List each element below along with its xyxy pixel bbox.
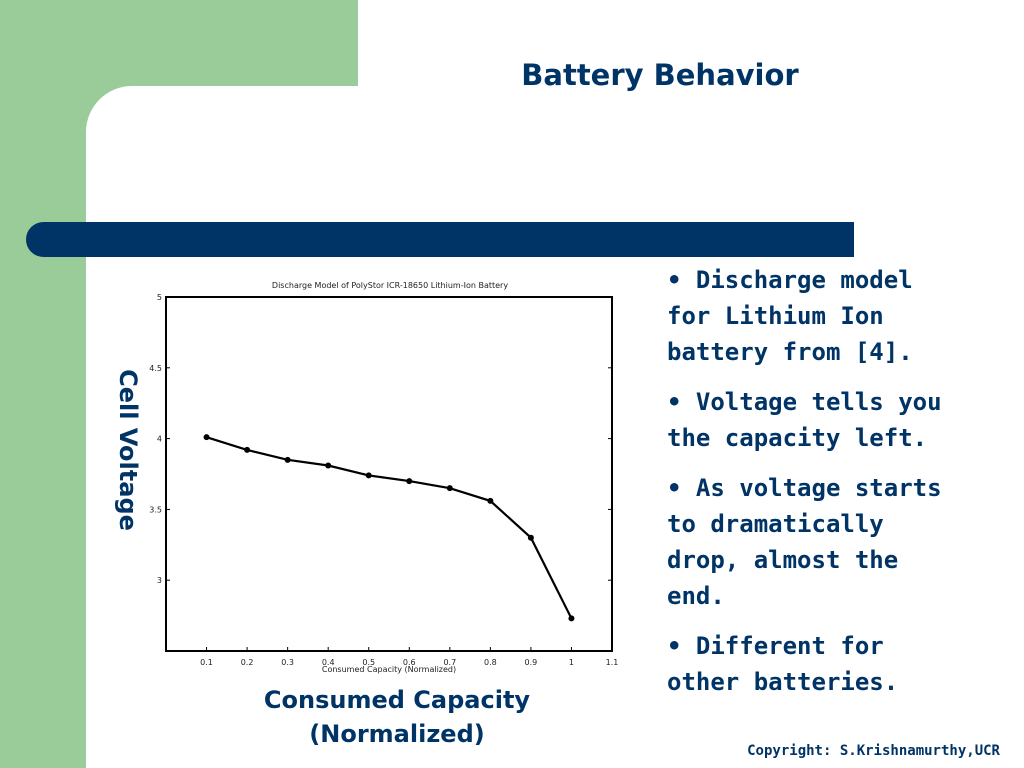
bullet-list: • Discharge model for Lithium Ion batter… xyxy=(667,262,967,714)
data-point xyxy=(244,446,251,453)
chart-x-axis-label: Consumed Capacity (Normalized) xyxy=(322,665,456,674)
x-tick-label: 0.4 xyxy=(322,658,335,667)
x-tick-label: 0.7 xyxy=(443,658,456,667)
y-axis-caption: Cell Voltage xyxy=(114,369,142,531)
x-tick-label: 1 xyxy=(569,658,574,667)
x-tick-label: 0.8 xyxy=(484,658,497,667)
bullet-item: • As voltage starts to dramatically drop… xyxy=(667,474,942,610)
y-tick-label: 4.5 xyxy=(149,364,162,373)
data-point xyxy=(203,434,210,441)
data-point xyxy=(568,615,575,622)
chart-title: Discharge Model of PolyStor ICR-18650 Li… xyxy=(272,281,508,290)
y-tick-label: 3 xyxy=(157,576,162,585)
x-tick-label: 0.2 xyxy=(241,658,254,667)
x-tick-label: 1.1 xyxy=(606,658,619,667)
data-point xyxy=(446,485,453,492)
y-tick-label: 4 xyxy=(157,435,162,444)
series-group xyxy=(203,434,575,622)
x-axis-caption-line1: Consumed Capacity xyxy=(263,686,531,714)
x-tick-label: 0.5 xyxy=(362,658,375,667)
x-axis-caption-line2: (Normalized) xyxy=(309,720,485,748)
bullet-item: • Discharge model for Lithium Ion batter… xyxy=(667,266,913,366)
x-tick-label: 0.6 xyxy=(403,658,416,667)
data-point xyxy=(284,456,291,463)
data-point xyxy=(406,478,413,485)
x-axis-caption: Consumed Capacity (Normalized) xyxy=(256,683,538,751)
title-divider-bar xyxy=(26,222,854,257)
plot-frame xyxy=(165,296,613,652)
y-tick-label: 3.5 xyxy=(149,505,162,514)
discharge-chart: Discharge Model of PolyStor ICR-18650 Li… xyxy=(149,281,618,674)
data-point xyxy=(487,497,494,504)
data-point xyxy=(325,462,332,469)
bullet-item: • Voltage tells you the capacity left. xyxy=(667,388,942,452)
copyright-notice: Copyright: S.Krishnamurthy,UCR xyxy=(747,743,1000,759)
bullet-item: • Different for other batteries. xyxy=(667,632,899,696)
series-line xyxy=(206,436,573,619)
data-point xyxy=(527,534,534,541)
axis-ticks: 0.1 0.2 0.3 0.4 0.5 0.6 0.7 0.8 0.9 1 1.1 3 3.5 4 4.5 5 xyxy=(149,293,618,667)
x-tick-label: 0.9 xyxy=(525,658,538,667)
data-point xyxy=(365,472,372,479)
slide-title: Battery Behavior xyxy=(521,58,799,92)
x-tick-label: 0.1 xyxy=(200,658,213,667)
x-tick-label: 0.3 xyxy=(281,658,294,667)
y-tick-label: 5 xyxy=(157,293,162,302)
